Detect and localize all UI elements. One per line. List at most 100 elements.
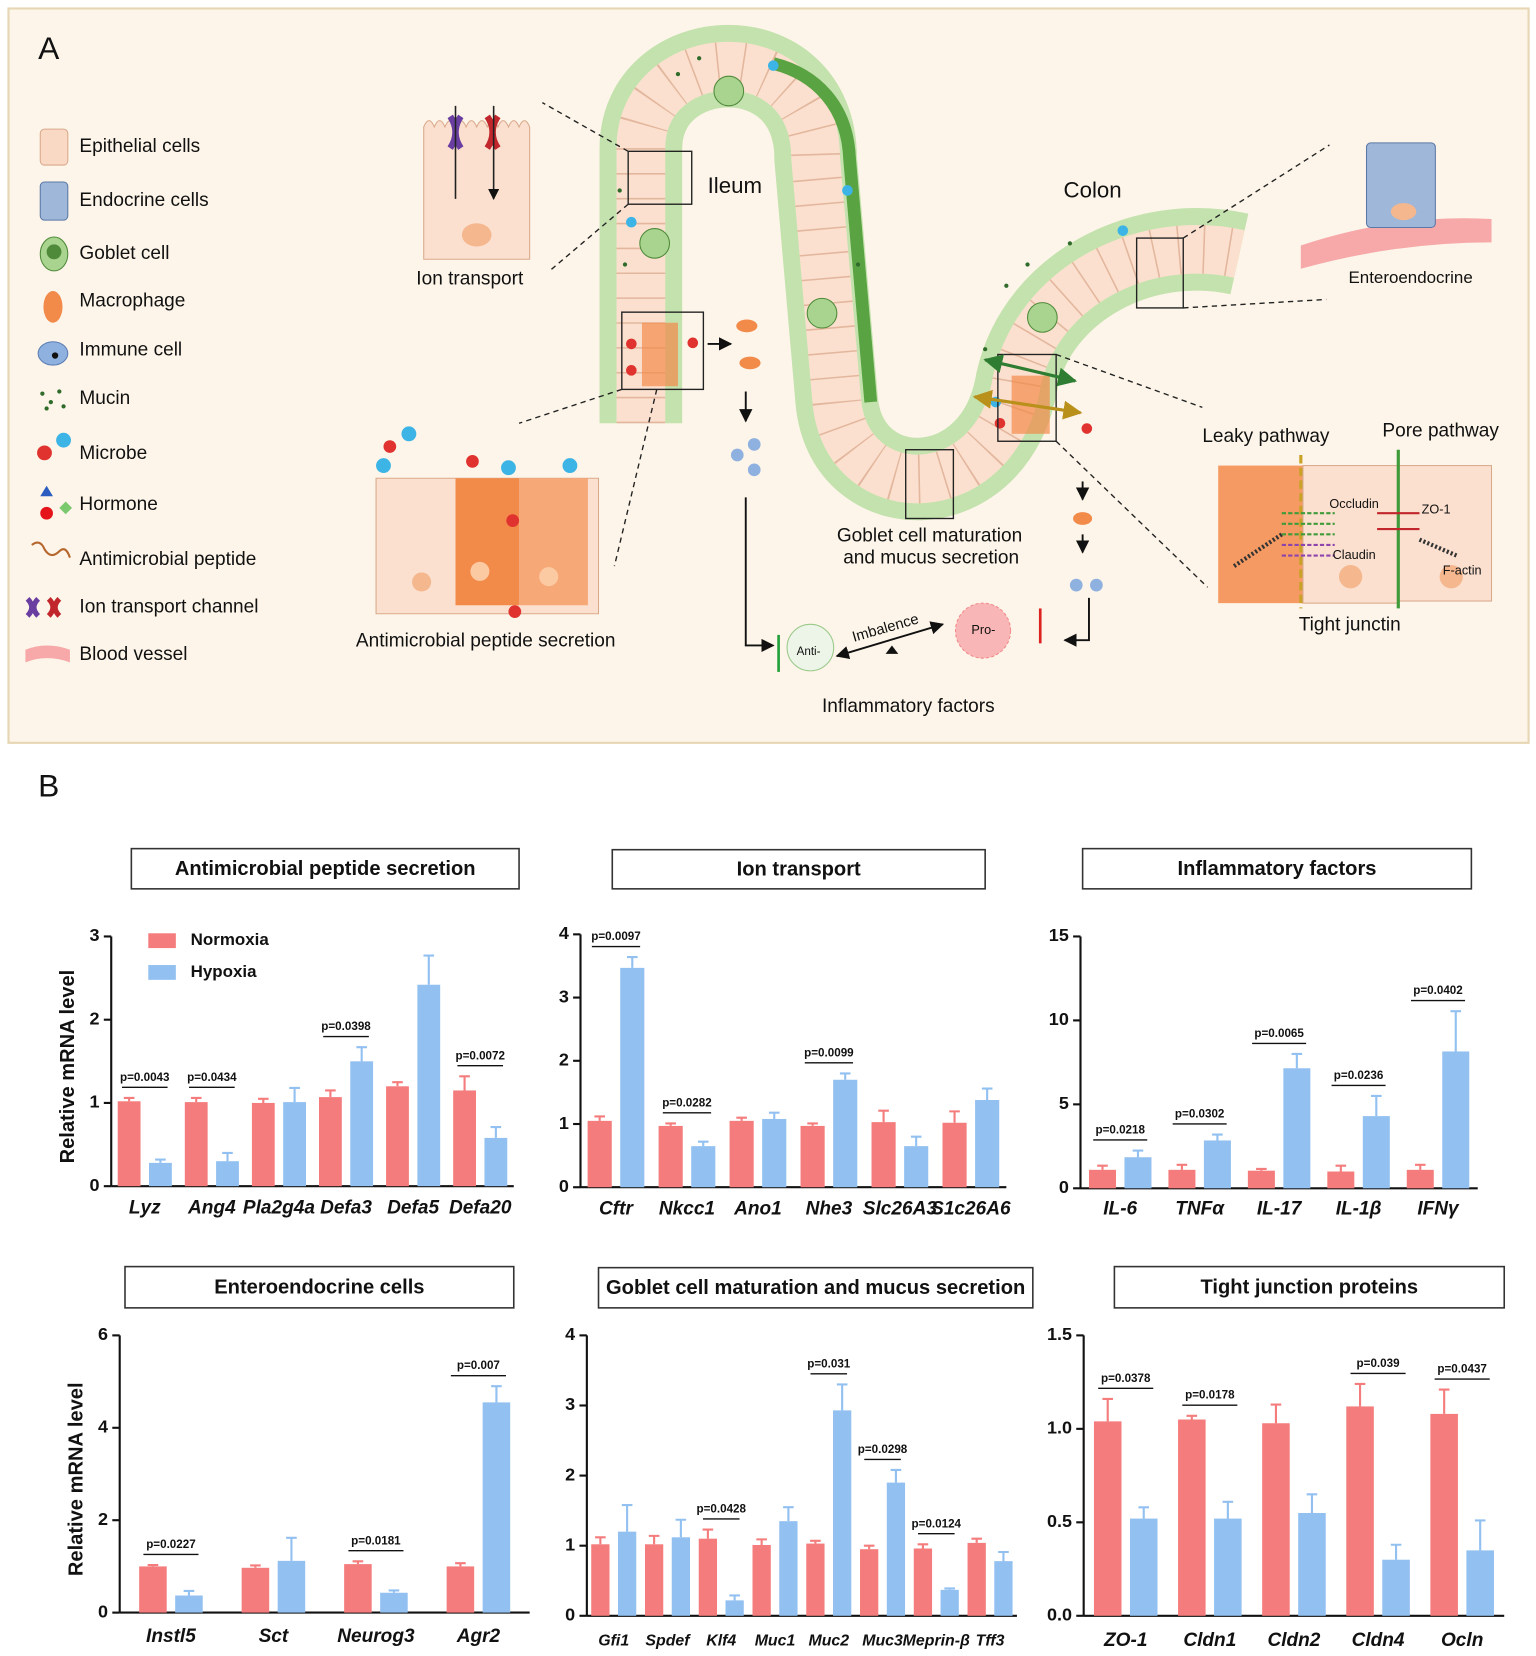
error-bar [1186, 1414, 1198, 1420]
chart: Inflammatory factors 0 5 10 15 IL-6 p=0.0218 TN… [1049, 847, 1478, 1219]
diagram-label: Goblet cell maturation [837, 526, 1022, 547]
y-tick-label: 0 [90, 1175, 100, 1195]
error-bar [621, 1503, 633, 1532]
bar [671, 1537, 691, 1616]
error-bar [1390, 1543, 1402, 1560]
bar [175, 1595, 203, 1613]
bar [752, 1544, 771, 1616]
bar [942, 1122, 967, 1188]
y-axis-label: Relative mRNA level [57, 970, 79, 1164]
y-tick-label: 1.5 [1047, 1324, 1072, 1344]
x-tick-label: Nhe3 [806, 1198, 853, 1219]
error-bar [1132, 1149, 1144, 1158]
bar [698, 1538, 718, 1616]
x-tick-label: Muc3 [862, 1632, 903, 1649]
error-bar [147, 1563, 159, 1567]
y-tick-label: 1.0 [1047, 1418, 1072, 1438]
p-value: p=0.0378 [1101, 1372, 1151, 1385]
p-value: p=0.0302 [1175, 1108, 1224, 1121]
bar [994, 1561, 1013, 1616]
legend-label: Blood vessel [79, 644, 187, 665]
x-tick-label: Klf4 [706, 1632, 736, 1649]
error-bar [878, 1109, 889, 1123]
bar [149, 1162, 172, 1187]
error-bar [736, 1116, 747, 1121]
y-tick-label: 1 [90, 1092, 100, 1112]
p-value: p=0.0428 [697, 1503, 747, 1516]
x-tick-label: Lyz [129, 1197, 161, 1218]
diagram-label: F-actin [1443, 564, 1482, 578]
pro-icon [954, 602, 1012, 659]
error-bar [123, 1096, 135, 1102]
error-bar [697, 1140, 709, 1147]
error-bar [1138, 1506, 1150, 1519]
y-tick-label: 4 [559, 923, 569, 943]
diagram-label: Leaky pathway [1202, 426, 1330, 447]
x-tick-label: IL-17 [1257, 1198, 1303, 1219]
error-bar [594, 1115, 605, 1121]
chart: Ion transport 0 1 2 3 4 Cftr p=0.0097 Nkcc1 p=0.0… [559, 848, 1011, 1219]
bar [975, 1099, 1000, 1188]
error-bar [783, 1506, 794, 1522]
bar [1203, 1140, 1231, 1189]
y-tick-label: 4 [565, 1324, 575, 1344]
error-bar [1474, 1519, 1486, 1551]
y-tick-label: 0 [98, 1601, 108, 1621]
y-tick-label: 3 [559, 986, 569, 1006]
diagram-label: Ileum [708, 173, 762, 198]
bar [1214, 1518, 1242, 1616]
x-tick-label: IFNγ [1417, 1198, 1460, 1219]
x-tick-label: Defa5 [387, 1197, 439, 1218]
error-bar [289, 1086, 300, 1103]
diagram-label: Anti- [797, 645, 821, 658]
bar [482, 1402, 511, 1613]
bar [658, 1125, 683, 1188]
error-bar [325, 1089, 336, 1098]
bar [344, 1564, 372, 1613]
error-bar [1450, 1010, 1462, 1052]
bar [1283, 1068, 1311, 1189]
diagram-label: Ion transport [416, 268, 524, 289]
error-bar [944, 1587, 955, 1590]
x-tick-label: ZO-1 [1103, 1630, 1147, 1651]
title-box [611, 848, 986, 890]
bar [620, 967, 645, 1188]
cells-inflam [730, 319, 1103, 592]
error-bar [352, 1560, 364, 1565]
y-tick-label: 2 [90, 1008, 100, 1028]
intestine [599, 25, 1249, 521]
x-tick-label: Ocln [1441, 1630, 1483, 1651]
x-tick-label: Agr2 [456, 1626, 501, 1647]
bar [617, 1531, 637, 1616]
arrows [707, 337, 1090, 672]
bar [380, 1592, 408, 1613]
diagram-label: ZO-1 [1422, 502, 1451, 516]
error-bar [155, 1158, 166, 1163]
x-tick-label: Cldn2 [1267, 1630, 1320, 1651]
legend-swatch [148, 933, 176, 949]
bar [417, 984, 441, 1187]
bar [1430, 1413, 1458, 1616]
bar [940, 1589, 959, 1616]
diagram-label: Inflammatory factors [822, 696, 995, 717]
bar [1178, 1419, 1206, 1616]
chart-title: Antimicrobial peptide secretion [175, 858, 476, 880]
bar [904, 1146, 929, 1188]
x-tick-label: Instl5 [146, 1626, 196, 1647]
x-tick-label: Slc26A3 [863, 1198, 938, 1219]
tj-inset [1218, 449, 1493, 609]
y-tick-label: 1 [565, 1534, 575, 1554]
y-tick-label: 2 [565, 1464, 575, 1484]
pivot [885, 645, 899, 654]
x-tick-label: Nkcc1 [659, 1198, 715, 1219]
y-tick-label: 10 [1049, 1009, 1069, 1029]
p-value: p=0.0178 [1185, 1389, 1235, 1402]
chart-title: Ion transport [737, 859, 861, 881]
bar [806, 1543, 825, 1616]
p-value: p=0.0065 [1254, 1027, 1304, 1040]
x-tick-label: Ano1 [733, 1198, 782, 1219]
bar [729, 1120, 754, 1188]
bar [1382, 1559, 1410, 1616]
